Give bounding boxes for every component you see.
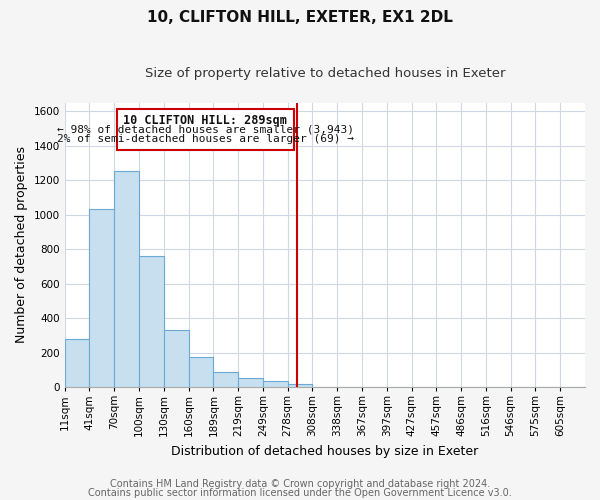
Bar (117, 110, 294, 150)
Y-axis label: Number of detached properties: Number of detached properties (15, 146, 28, 344)
X-axis label: Distribution of detached houses by size in Exeter: Distribution of detached houses by size … (171, 444, 478, 458)
Text: 10, CLIFTON HILL, EXETER, EX1 2DL: 10, CLIFTON HILL, EXETER, EX1 2DL (147, 10, 453, 25)
Text: Contains public sector information licensed under the Open Government Licence v3: Contains public sector information licen… (88, 488, 512, 498)
Bar (238, 378, 263, 387)
Text: 10 CLIFTON HILL: 289sqm: 10 CLIFTON HILL: 289sqm (124, 114, 287, 127)
Text: ← 98% of detached houses are smaller (3,943): ← 98% of detached houses are smaller (3,… (57, 124, 354, 134)
Bar (139, 256, 164, 387)
Bar (65, 339, 89, 387)
Title: Size of property relative to detached houses in Exeter: Size of property relative to detached ho… (145, 68, 505, 80)
Text: 2% of semi-detached houses are larger (69) →: 2% of semi-detached houses are larger (6… (57, 134, 354, 144)
Bar (214, 372, 238, 387)
Bar (164, 330, 188, 387)
Bar (263, 381, 287, 387)
Bar (287, 384, 313, 387)
Bar (114, 172, 139, 387)
Bar (89, 208, 114, 387)
Bar (188, 357, 214, 387)
Text: Contains HM Land Registry data © Crown copyright and database right 2024.: Contains HM Land Registry data © Crown c… (110, 479, 490, 489)
